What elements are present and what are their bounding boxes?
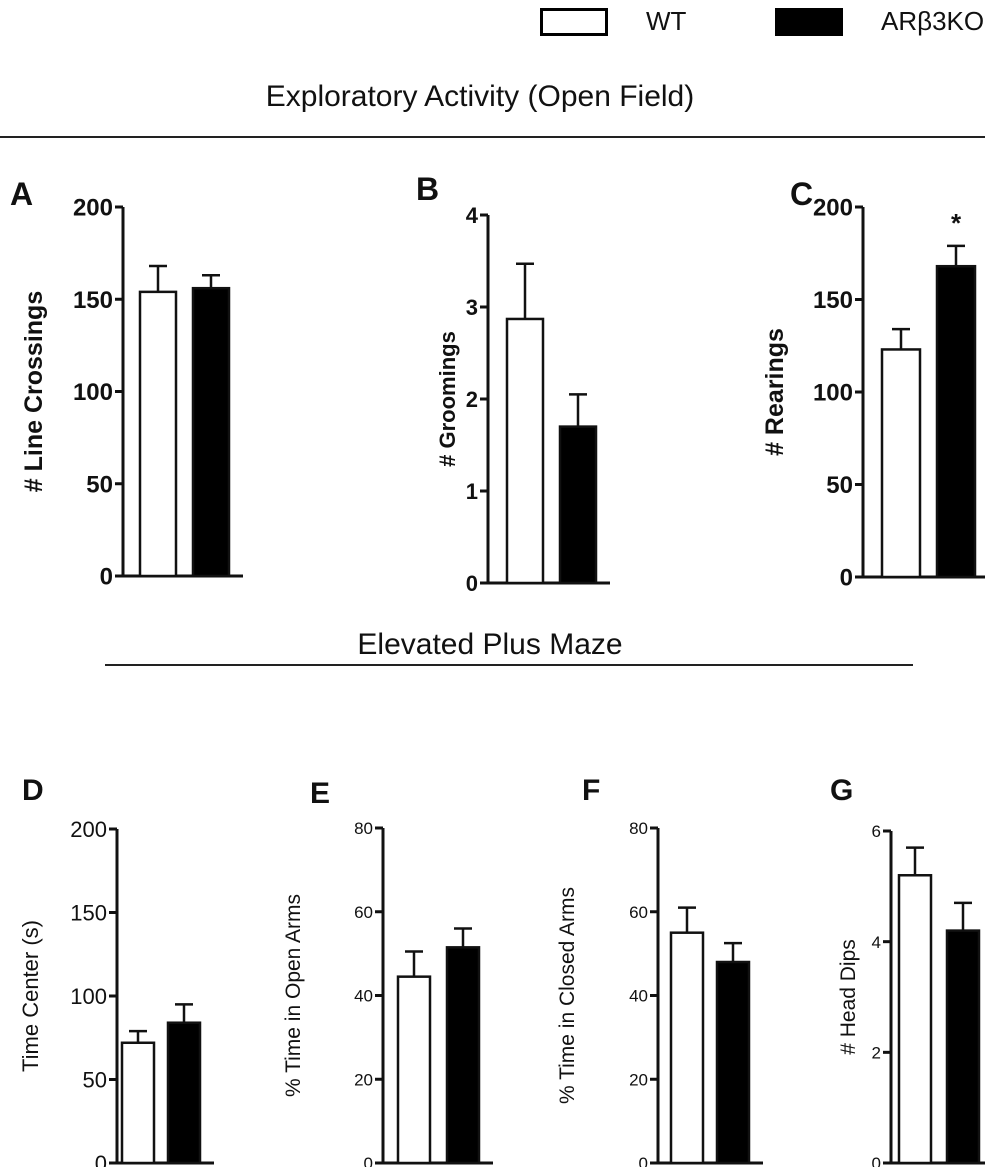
- y-tick-label-e: 80: [354, 819, 373, 838]
- y-tick-label-g: 4: [872, 933, 881, 952]
- section-title-open-field: Exploratory Activity (Open Field): [265, 80, 695, 113]
- panel-letter-e: E: [310, 777, 330, 810]
- y-tick-label-f: 0: [639, 1154, 648, 1167]
- bar-f-wt: [669, 931, 705, 1165]
- legend-swatch-ko: [775, 7, 843, 36]
- y-tick-label-e: 40: [354, 987, 373, 1006]
- y-tick-label-d: 50: [83, 1067, 107, 1092]
- bar-e-ko: [445, 946, 481, 1165]
- y-tick-label-f: 80: [629, 819, 648, 838]
- legend-item-wt: WT: [540, 6, 686, 37]
- y-tick-label-f: 40: [629, 987, 648, 1006]
- panel-letter-a: A: [10, 176, 33, 212]
- bar-g-wt: [897, 874, 933, 1165]
- y-tick-label-a: 100: [73, 379, 113, 406]
- y-tick-label-a: 200: [73, 195, 113, 222]
- y-tick-label-b: 1: [466, 479, 478, 504]
- bar-b-ko: [558, 425, 598, 585]
- y-tick-label-f: 20: [629, 1070, 648, 1089]
- legend-label-wt: WT: [646, 6, 687, 36]
- panel-letter-b: B: [416, 171, 439, 207]
- y-tick-label-b: 3: [466, 295, 478, 320]
- panel-letter-g: G: [830, 774, 853, 807]
- y-tick-label-f: 60: [629, 903, 648, 922]
- section-divider-open-field: [0, 136, 985, 138]
- y-tick-label-b: 2: [466, 387, 478, 412]
- y-tick-label-d: 0: [95, 1151, 107, 1167]
- y-axis-label-a: # Line Crossings: [20, 291, 48, 492]
- y-tick-label-c: 150: [813, 287, 853, 314]
- y-tick-label-d: 100: [70, 984, 107, 1009]
- bar-c-wt: [880, 348, 922, 579]
- y-tick-label-b: 0: [466, 571, 478, 596]
- y-axis-label-d: Time Center (s): [18, 920, 43, 1072]
- y-tick-label-c: 0: [840, 565, 853, 592]
- y-axis-label-b: # Groomings: [435, 331, 460, 467]
- panel-letter-c: C: [790, 176, 813, 212]
- y-axis-label-c: # Rearings: [761, 328, 789, 456]
- y-axis-label-e: % Time in Open Arms: [282, 894, 305, 1097]
- y-tick-label-a: 150: [73, 287, 113, 314]
- bar-c-ko: [935, 264, 977, 579]
- y-tick-label-b: 4: [466, 203, 479, 228]
- y-tick-label-d: 150: [70, 900, 107, 925]
- legend-item-ko: ARβ3KO: [775, 6, 984, 37]
- y-tick-label-e: 20: [354, 1070, 373, 1089]
- y-tick-label-g: 0: [872, 1154, 881, 1167]
- y-tick-label-e: 60: [354, 903, 373, 922]
- y-tick-label-g: 6: [872, 822, 881, 841]
- section-divider-plus-maze: [105, 664, 913, 666]
- bar-d-wt: [120, 1041, 156, 1165]
- y-tick-label-d: 200: [70, 817, 107, 842]
- y-tick-label-a: 50: [86, 471, 113, 498]
- bar-e-wt: [396, 975, 432, 1165]
- y-tick-label-c: 200: [813, 195, 853, 222]
- y-axis-label-g: # Head Dips: [837, 939, 860, 1055]
- y-tick-label-c: 100: [813, 380, 853, 407]
- significance-marker-c: *: [951, 208, 962, 238]
- panel-letter-d: D: [22, 774, 44, 807]
- panel-letter-f: F: [582, 774, 600, 807]
- bar-d-ko: [166, 1021, 202, 1165]
- y-axis-label-f: % Time in Closed Arms: [556, 887, 579, 1104]
- bar-a-wt: [138, 290, 178, 578]
- y-tick-label-g: 2: [872, 1043, 881, 1062]
- bar-g-ko: [945, 929, 981, 1165]
- y-tick-label-a: 0: [100, 564, 113, 591]
- bar-a-ko: [191, 286, 231, 578]
- legend-label-ko: ARβ3KO: [881, 6, 985, 36]
- bar-f-ko: [715, 960, 751, 1165]
- y-tick-label-e: 0: [364, 1154, 373, 1167]
- y-tick-label-c: 50: [826, 472, 853, 499]
- bar-b-wt: [505, 317, 545, 585]
- section-title-plus-maze: Elevated Plus Maze: [357, 628, 623, 661]
- legend-swatch-wt: [540, 7, 608, 36]
